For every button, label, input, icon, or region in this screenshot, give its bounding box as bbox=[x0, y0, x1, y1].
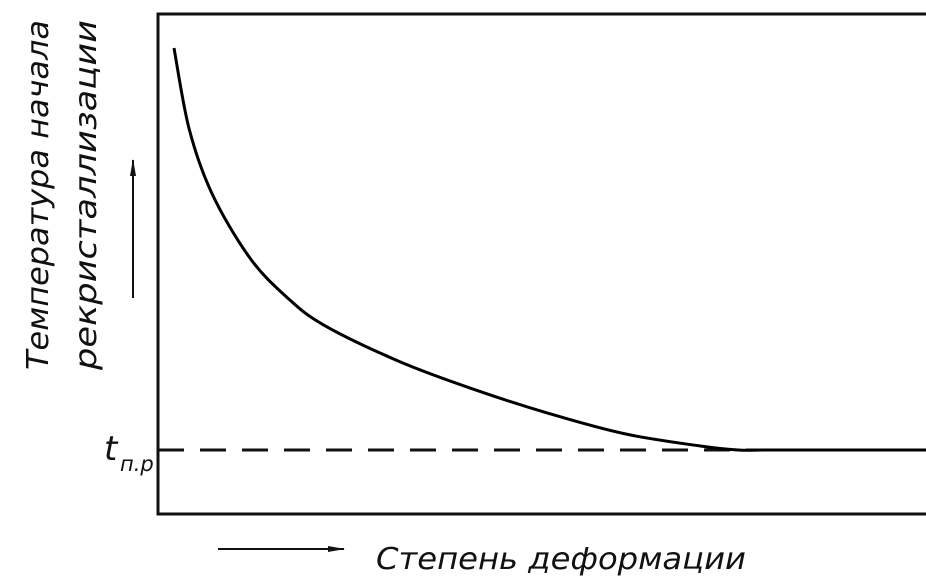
reference-line-label: t bbox=[104, 429, 119, 469]
xlabel: Степень деформации bbox=[376, 542, 746, 577]
reference-line-subscript: п.р bbox=[120, 452, 154, 476]
ylabel-line-1: Температура начала bbox=[21, 20, 56, 370]
plot-frame bbox=[156, 12, 926, 516]
series-line bbox=[172, 47, 926, 452]
ylabel-line-2: рекристаллизации bbox=[69, 20, 104, 371]
